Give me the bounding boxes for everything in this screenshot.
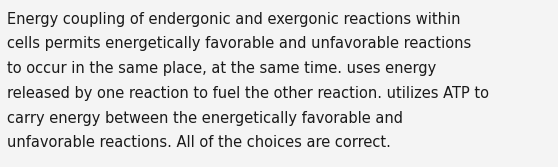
Text: released by one reaction to fuel the other reaction. utilizes ATP to: released by one reaction to fuel the oth… [7,86,489,101]
Text: to occur in the same place, at the same time. uses energy: to occur in the same place, at the same … [7,61,436,76]
Text: Energy coupling of endergonic and exergonic reactions within: Energy coupling of endergonic and exergo… [7,12,461,27]
Text: carry energy between the energetically favorable and: carry energy between the energetically f… [7,111,403,126]
Text: unfavorable reactions. All of the choices are correct.: unfavorable reactions. All of the choice… [7,135,391,150]
Text: cells permits energetically favorable and unfavorable reactions: cells permits energetically favorable an… [7,36,472,51]
